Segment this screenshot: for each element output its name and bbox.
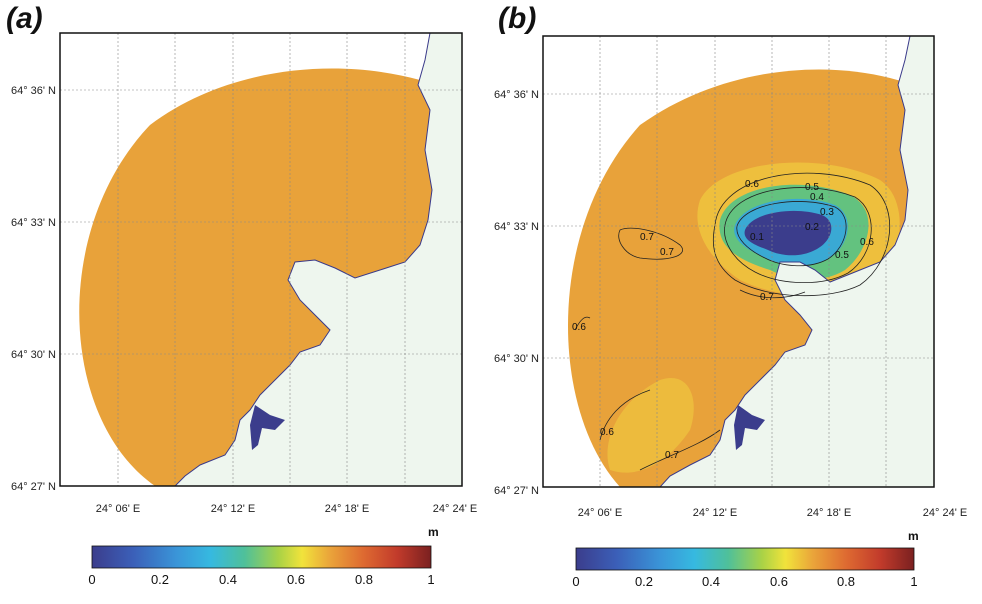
lon-tick: 24° 12' E bbox=[693, 507, 737, 519]
panel-b-inlet bbox=[734, 405, 765, 450]
contour-label: 0.4 bbox=[810, 192, 824, 203]
panel-b-yellow-patch-1 bbox=[607, 378, 694, 473]
contour-label: 0.5 bbox=[805, 182, 819, 193]
colorbar-tick: 0.2 bbox=[635, 574, 653, 589]
contour-label: 0.6 bbox=[745, 179, 759, 190]
panel-b-lon-labels: 24° 06' E 24° 12' E 24° 18' E 24° 24' E bbox=[578, 507, 967, 519]
lat-tick: 64° 27' N bbox=[11, 481, 56, 493]
lon-tick: 24° 06' E bbox=[578, 507, 622, 519]
lat-tick: 64° 33' N bbox=[11, 217, 56, 229]
contour-label: 0.6 bbox=[572, 322, 586, 333]
contour-label: 0.5 bbox=[835, 250, 849, 261]
colorbar-tick: 0.6 bbox=[287, 572, 305, 587]
panel-a-map bbox=[59, 32, 463, 487]
lat-tick: 64° 30' N bbox=[11, 349, 56, 361]
contour-label: 0.7 bbox=[660, 247, 674, 258]
contour-label: 0.6 bbox=[860, 237, 874, 248]
panel-a-label: (a) bbox=[6, 2, 43, 35]
colorbar-tick: 0.4 bbox=[219, 572, 237, 587]
colorbar-tick: 0.2 bbox=[151, 572, 169, 587]
lon-tick: 24° 24' E bbox=[433, 503, 477, 515]
colorbar-ticks: 0 0.2 0.4 0.6 0.8 1 bbox=[88, 572, 434, 587]
panel-b-graticule bbox=[543, 36, 934, 487]
panel-a-lon-labels: 24° 06' E 24° 12' E 24° 18' E 24° 24' E bbox=[96, 503, 477, 515]
lat-tick: 64° 36' N bbox=[494, 89, 539, 101]
lon-tick: 24° 18' E bbox=[325, 503, 369, 515]
colorbar-unit: m bbox=[428, 525, 439, 539]
colorbar-tick: 0.4 bbox=[702, 574, 720, 589]
colorbar-tick: 0.8 bbox=[837, 574, 855, 589]
contour-label: 0.3 bbox=[820, 207, 834, 218]
contour-label: 0.7 bbox=[665, 450, 679, 461]
contour-label: 0.1 bbox=[750, 232, 764, 243]
contour-label: 0.7 bbox=[640, 232, 654, 243]
colorbar-tick: 0.8 bbox=[355, 572, 373, 587]
colorbar-tick: 0 bbox=[88, 572, 95, 587]
lon-tick: 24° 06' E bbox=[96, 503, 140, 515]
lon-tick: 24° 24' E bbox=[923, 507, 967, 519]
panel-b-contours bbox=[574, 172, 891, 471]
contour-label: 0.7 bbox=[760, 292, 774, 303]
panel-a-graticule bbox=[60, 33, 462, 486]
panel-b-lat-labels: 64° 36' N 64° 33' N 64° 30' N 64° 27' N bbox=[494, 89, 539, 497]
contour-label: 0.6 bbox=[600, 427, 614, 438]
panel-a-inlet bbox=[250, 405, 285, 450]
colorbar-bar bbox=[91, 545, 432, 569]
panel-b-colorbar: m 0 0.2 0.4 0.6 0.8 1 bbox=[572, 529, 918, 589]
panel-a-colorbar: m 0 0.2 0.4 0.6 0.8 1 bbox=[88, 525, 438, 587]
colorbar-unit: m bbox=[908, 529, 919, 543]
lat-tick: 64° 33' N bbox=[494, 221, 539, 233]
colorbar-tick: 1 bbox=[910, 574, 917, 589]
panel-b-label: (b) bbox=[498, 2, 537, 35]
panel-a-land bbox=[174, 33, 462, 486]
colorbar-ticks: 0 0.2 0.4 0.6 0.8 1 bbox=[572, 574, 917, 589]
panel-a-lat-labels: 64° 36' N 64° 33' N 64° 30' N 64° 27' N bbox=[11, 85, 56, 493]
panel-b-contour-labels: 0.6 0.5 0.4 0.3 0.2 0.1 0.7 0.7 0.7 0.7 … bbox=[572, 179, 874, 461]
contour-label: 0.2 bbox=[805, 222, 819, 233]
panel-b-frame bbox=[542, 35, 935, 488]
colorbar-tick: 1 bbox=[427, 572, 434, 587]
lat-tick: 64° 27' N bbox=[494, 485, 539, 497]
lon-tick: 24° 18' E bbox=[807, 507, 851, 519]
panel-a-frame bbox=[59, 32, 463, 487]
colorbar-tick: 0 bbox=[572, 574, 579, 589]
colorbar-bar bbox=[575, 547, 915, 571]
lat-tick: 64° 36' N bbox=[11, 85, 56, 97]
colorbar-tick: 0.6 bbox=[770, 574, 788, 589]
panel-b-land bbox=[659, 36, 934, 487]
lat-tick: 64° 30' N bbox=[494, 353, 539, 365]
lon-tick: 24° 12' E bbox=[211, 503, 255, 515]
panel-b-map: 0.6 0.5 0.4 0.3 0.2 0.1 0.7 0.7 0.7 0.7 … bbox=[542, 35, 935, 488]
